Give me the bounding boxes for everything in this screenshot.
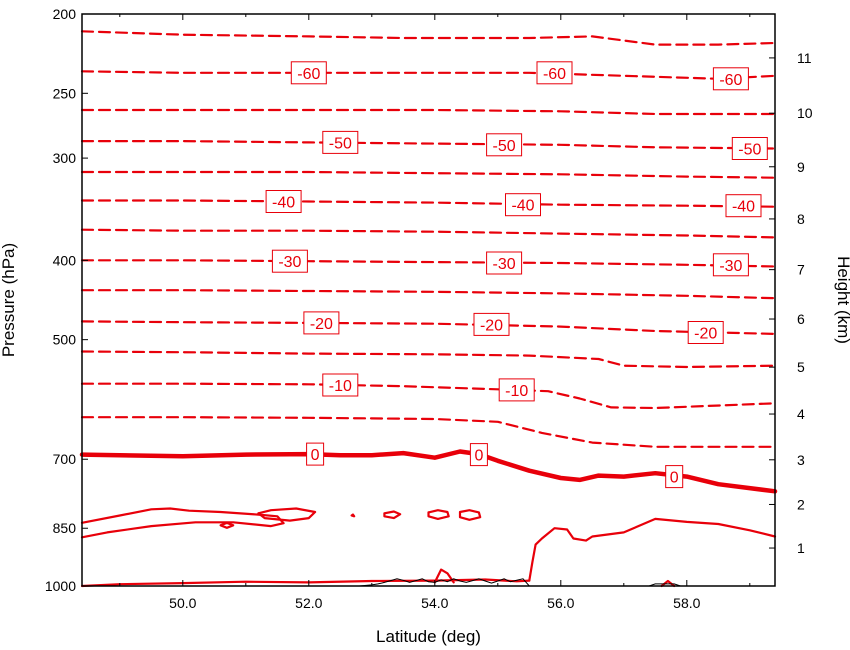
contour-label: -40 [511, 198, 534, 215]
contour-label-box [712, 67, 749, 91]
isotherm-minus-20 [80, 320, 777, 335]
pressure-tick-label: 400 [53, 252, 77, 268]
isotherm-minus-65 [80, 30, 777, 46]
contour-label: -10 [329, 378, 352, 395]
left-y-axis-title: Pressure (hPa) [0, 243, 18, 357]
height-tick-label: 4 [797, 406, 805, 422]
pressure-tick-label: 1000 [45, 578, 76, 594]
isotherm-10 [433, 568, 455, 584]
contour-label-box [271, 249, 308, 273]
contour-label-box [725, 194, 762, 218]
contour-label: -20 [694, 326, 717, 343]
contour-label-box [290, 61, 327, 85]
axis-layer: 50.0 52.0 54.0 56.0 58.010008507005004003002… [45, 6, 813, 611]
contour-label: -40 [272, 195, 295, 212]
isotherm-minus-45 [80, 170, 777, 179]
height-tick-label: 8 [797, 211, 805, 227]
contour-label: -60 [719, 72, 742, 89]
isotherm-minus-55 [80, 108, 777, 116]
pressure-tick-label: 850 [53, 520, 77, 536]
height-tick-label: 9 [797, 159, 805, 175]
plot-frame [81, 13, 776, 587]
contour-label: -50 [329, 135, 352, 152]
contour-label: -30 [278, 254, 301, 271]
height-tick-label: 11 [797, 50, 812, 66]
contour-label-box [665, 465, 684, 489]
contour-label: -40 [732, 199, 755, 216]
contour-label: -30 [719, 258, 742, 275]
isotherm-5 [80, 507, 285, 539]
isotherm-minus-30 [80, 259, 777, 268]
contour-layer [79, 30, 778, 588]
pressure-tick-label: 200 [53, 6, 77, 22]
x-tick-label: 54.0 [421, 595, 448, 611]
pressure-tick-label: 250 [53, 85, 77, 101]
isotherm-5 [350, 513, 356, 518]
contour-label-box [486, 251, 523, 275]
contour-label: -20 [310, 316, 333, 333]
contour-label: -50 [493, 138, 516, 155]
height-tick-label: 1 [797, 540, 805, 556]
height-tick-label: 10 [797, 105, 813, 121]
x-axis-title: Latitude (deg) [376, 627, 481, 646]
isotherm-5 [528, 517, 777, 582]
x-tick-label: 50.0 [169, 595, 196, 611]
isotherm-5 [427, 509, 450, 520]
contour-label: -60 [543, 66, 566, 83]
height-tick-label: 6 [797, 311, 805, 327]
isotherm-minus-10 [80, 382, 777, 410]
isotherm-5 [458, 509, 482, 521]
pressure-tick-label: 500 [53, 332, 77, 348]
contour-label: 0 [311, 447, 320, 464]
height-tick-label: 7 [797, 262, 805, 278]
contour-label-box [322, 130, 359, 154]
contour-label: -30 [493, 256, 516, 273]
contour-label-box [687, 321, 724, 344]
contour-label: -50 [738, 142, 761, 159]
height-tick-label: 2 [797, 496, 805, 512]
isotherm-minus-60 [80, 70, 777, 80]
contour-label-box [306, 442, 325, 466]
contour-label: 0 [474, 448, 483, 465]
isotherm-minus-35 [80, 228, 777, 239]
terrain-outline [359, 578, 536, 587]
x-tick-label: 58.0 [673, 595, 700, 611]
isotherm-minus-50 [80, 140, 777, 150]
isotherm-minus-5 [80, 416, 777, 448]
contour-label-box [498, 378, 535, 402]
isotherm-5 [383, 510, 402, 520]
isotherm-minus-15 [80, 350, 777, 369]
contour-label: -60 [297, 66, 320, 83]
contour-label-box [469, 443, 488, 467]
pressure-tick-label: 700 [53, 451, 77, 467]
contour-label-box [731, 137, 768, 160]
isotherm-minus-25 [80, 289, 777, 300]
isotherm-5 [219, 521, 235, 529]
contour-label-box [473, 312, 510, 336]
contour-label: 0 [670, 470, 679, 487]
contour-label-box [303, 311, 340, 335]
contour-label-layer: -60 -60 -60 -50 -50 -50 -40 -40 -40 -30 -30 -30 -20 -… [265, 61, 768, 489]
contour-label-box [322, 373, 359, 397]
right-y-axis-title: Height (km) [834, 256, 850, 344]
terrain-outline [648, 583, 681, 587]
x-tick-label: 52.0 [295, 595, 322, 611]
isotherm-10 [80, 578, 531, 588]
height-tick-label: 5 [797, 359, 805, 375]
x-tick-label: 56.0 [547, 595, 574, 611]
contour-label: -20 [480, 317, 503, 334]
pressure-tick-label: 300 [53, 150, 77, 166]
contour-label-box [712, 253, 749, 277]
isotherm-minus-40 [80, 199, 777, 208]
terrain-layer [359, 578, 681, 587]
height-tick-label: 3 [797, 452, 805, 468]
contour-label-box [536, 61, 573, 85]
contour-label-box [265, 190, 302, 213]
contour-label: -10 [505, 383, 528, 400]
isotherm-5 [257, 507, 317, 522]
contour-label-box [505, 193, 541, 217]
contour-label-box [486, 133, 523, 157]
